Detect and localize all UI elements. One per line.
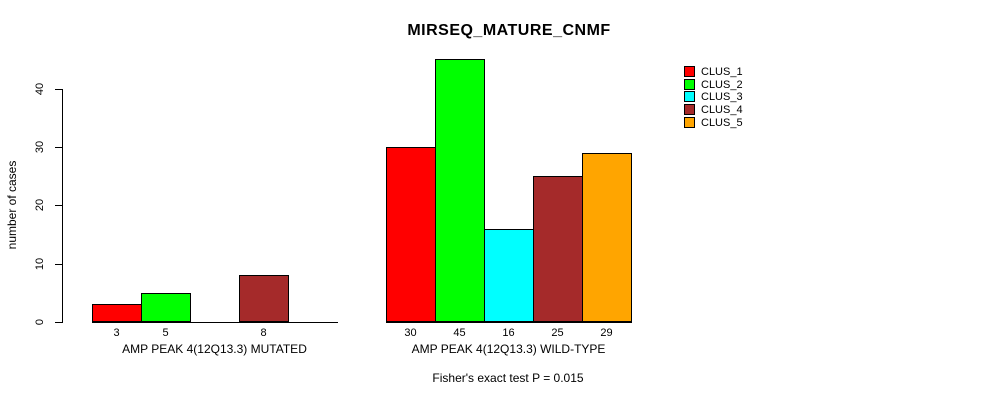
y-tick-label: 20 [34, 199, 46, 212]
bar-value-label: 30 [404, 327, 417, 339]
bar-clus_1 [92, 304, 142, 322]
y-tick [55, 322, 62, 323]
x-baseline [92, 322, 338, 323]
bar-value-label: 45 [453, 327, 466, 339]
legend-swatch-icon [684, 78, 695, 90]
x-axis-group-label: AMP PEAK 4(12Q13.3) MUTATED [122, 342, 307, 356]
legend-swatch-icon [684, 116, 695, 128]
legend-label: CLUS_4 [701, 104, 743, 117]
y-tick-label: 40 [34, 82, 46, 95]
bar-value-label: 3 [113, 327, 120, 339]
chart-title: MIRSEQ_MATURE_CNMF [407, 22, 611, 39]
bar-clus_1 [386, 146, 436, 322]
legend-swatch-icon [684, 104, 695, 116]
x-axis-group-label: AMP PEAK 4(12Q13.3) WILD-TYPE [411, 342, 606, 356]
bar-value-label: 29 [600, 327, 613, 339]
y-axis-label: number of cases [5, 160, 19, 250]
legend-swatch-icon [684, 91, 695, 103]
legend-label: CLUS_3 [701, 91, 743, 104]
y-tick-label: 30 [34, 140, 46, 153]
bar-value-label: 5 [162, 327, 169, 339]
y-tick [55, 88, 62, 90]
y-tick-label: 10 [34, 257, 46, 270]
y-axis-line [62, 88, 63, 323]
y-tick [55, 205, 62, 207]
x-baseline [386, 322, 632, 323]
bar-clus_4 [533, 176, 583, 322]
bar-clus_5 [582, 152, 632, 322]
legend-label: CLUS_5 [701, 116, 743, 129]
fisher-test-annotation: Fisher's exact test P = 0.015 [432, 371, 584, 385]
legend-swatch-icon [684, 66, 695, 77]
legend-label: CLUS_2 [701, 78, 743, 91]
bar-value-label: 8 [260, 327, 267, 339]
bar-clus_3 [484, 228, 534, 322]
bar-value-label: 25 [551, 327, 564, 339]
y-tick-label: 0 [34, 318, 46, 326]
bar-value-label: 16 [502, 327, 515, 339]
legend-label: CLUS_1 [701, 66, 743, 78]
bar-clus_2 [141, 292, 191, 322]
y-tick [55, 263, 62, 265]
bar-clus_2 [435, 59, 485, 322]
y-tick [55, 146, 62, 148]
bar-clus_4 [239, 275, 289, 322]
